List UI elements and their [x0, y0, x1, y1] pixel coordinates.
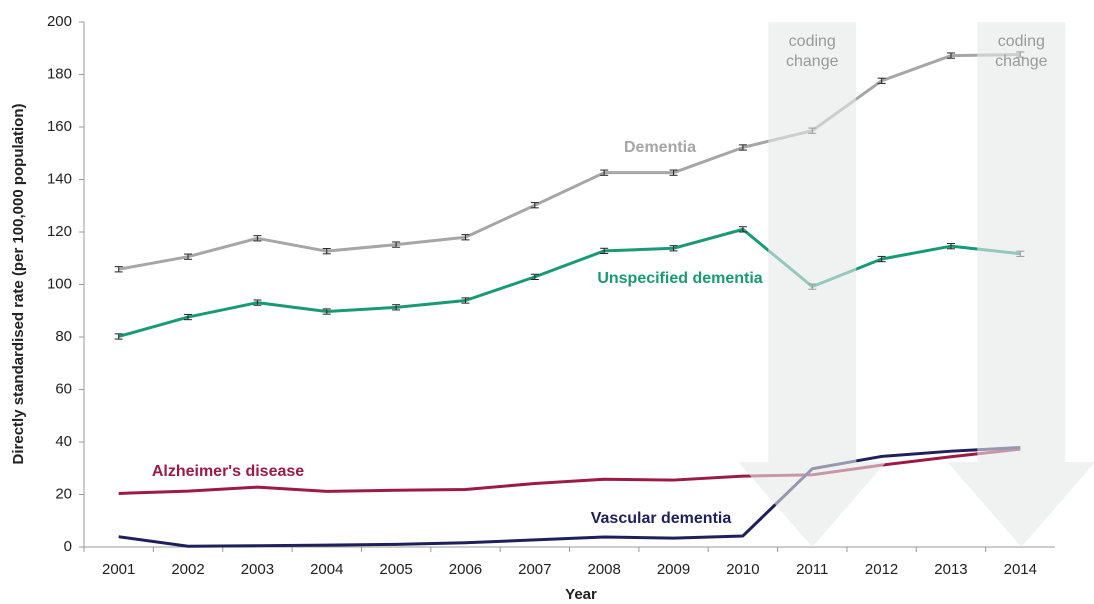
x-tick-label: 2014	[1004, 561, 1037, 578]
series-line	[118, 446, 1021, 548]
y-tick-label: 80	[55, 328, 72, 345]
y-tick-label: 0	[64, 538, 72, 555]
error-bar	[669, 169, 678, 176]
error-bar	[461, 297, 470, 304]
y-tick-label: 200	[47, 13, 72, 30]
error-bar	[877, 255, 886, 263]
error-bar	[322, 308, 331, 315]
x-axis-title: Year	[565, 586, 597, 603]
annotation: coding change	[786, 33, 839, 70]
error-bar	[738, 226, 747, 233]
series-label: Vascular dementia	[591, 510, 732, 527]
error-bar	[392, 241, 401, 248]
x-tick-label: 2007	[518, 561, 551, 578]
error-bar	[738, 144, 747, 151]
series-line	[118, 227, 1021, 338]
error-bar	[392, 304, 401, 311]
series-line	[118, 53, 1021, 271]
x-tick-label: 2006	[449, 561, 482, 578]
x-tick-label: 2011	[796, 561, 828, 578]
annotation: coding change	[995, 33, 1048, 70]
y-tick-label: 20	[55, 485, 72, 502]
y-axis-title: Directly standardised rate (per 100,000 …	[10, 104, 27, 465]
error-bar	[946, 243, 955, 250]
coding-change-arrow	[947, 22, 1094, 547]
y-tick-label: 160	[47, 118, 72, 135]
y-tick-label: 100	[47, 275, 72, 292]
x-tick-label: 2003	[241, 561, 274, 578]
error-bar	[253, 235, 262, 242]
error-bar	[322, 248, 331, 255]
series-label: Dementia	[624, 139, 696, 156]
error-bar	[877, 77, 886, 84]
x-tick-label: 2013	[934, 561, 967, 578]
x-tick-label: 2010	[726, 561, 759, 578]
y-tick-label: 60	[55, 380, 72, 397]
error-bar	[600, 247, 609, 255]
y-tick-label: 180	[47, 65, 72, 82]
error-bar	[184, 253, 193, 260]
error-bar	[461, 234, 470, 241]
error-bar	[946, 52, 955, 59]
error-bar	[530, 273, 539, 281]
y-tick-label: 140	[47, 170, 72, 187]
error-bar	[114, 333, 123, 340]
error-bar	[114, 266, 123, 273]
x-tick-label: 2009	[657, 561, 690, 578]
x-tick-label: 2012	[865, 561, 898, 578]
x-tick-label: 2002	[171, 561, 204, 578]
series-label: Unspecified dementia	[597, 270, 762, 287]
y-tick-label: 120	[47, 223, 72, 240]
x-tick-label: 2001	[102, 561, 135, 578]
error-bar	[600, 169, 609, 176]
series-label: Alzheimer's disease	[152, 463, 304, 480]
x-tick-label: 2008	[587, 561, 620, 578]
coding-change-arrow	[738, 22, 887, 547]
x-tick-label: 2005	[379, 561, 412, 578]
error-bar	[253, 299, 262, 306]
error-bar	[184, 313, 193, 321]
x-tick-label: 2004	[310, 561, 343, 578]
y-tick-label: 40	[55, 433, 72, 450]
error-bar	[669, 245, 678, 252]
error-bar	[530, 202, 539, 209]
